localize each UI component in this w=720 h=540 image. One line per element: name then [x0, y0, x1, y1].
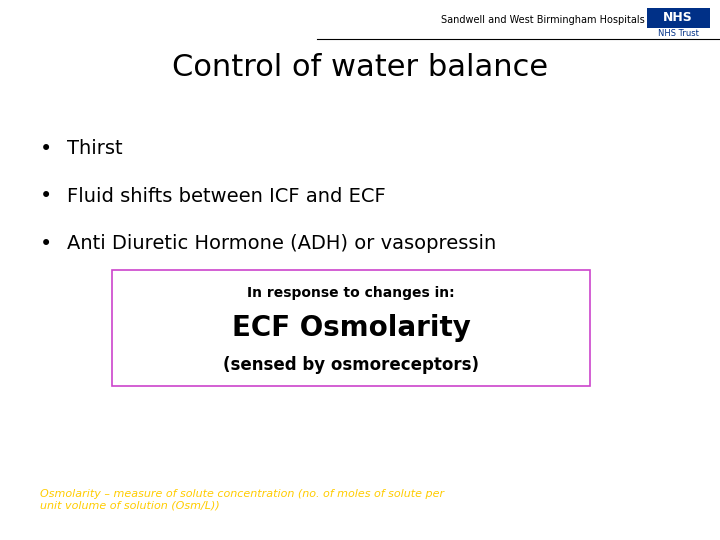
- Text: Control of water balance: Control of water balance: [172, 53, 548, 82]
- Text: Thirst: Thirst: [67, 139, 122, 158]
- FancyBboxPatch shape: [112, 270, 590, 386]
- Text: ECF Osmolarity: ECF Osmolarity: [232, 314, 470, 342]
- Text: (sensed by osmoreceptors): (sensed by osmoreceptors): [223, 356, 479, 374]
- Text: NHS Trust: NHS Trust: [658, 29, 698, 38]
- Text: In response to changes in:: In response to changes in:: [247, 286, 455, 300]
- Text: NHS: NHS: [663, 11, 693, 24]
- Text: Anti Diuretic Hormone (ADH) or vasopressin: Anti Diuretic Hormone (ADH) or vasopress…: [67, 234, 496, 253]
- Text: •: •: [40, 138, 52, 159]
- Text: Sandwell and West Birmingham Hospitals: Sandwell and West Birmingham Hospitals: [441, 15, 644, 25]
- Text: Osmolarity – measure of solute concentration (no. of moles of solute per
unit vo: Osmolarity – measure of solute concentra…: [40, 489, 444, 510]
- Text: •: •: [40, 186, 52, 206]
- Text: •: •: [40, 233, 52, 254]
- Text: Fluid shifts between ICF and ECF: Fluid shifts between ICF and ECF: [67, 186, 386, 206]
- FancyBboxPatch shape: [647, 8, 710, 28]
